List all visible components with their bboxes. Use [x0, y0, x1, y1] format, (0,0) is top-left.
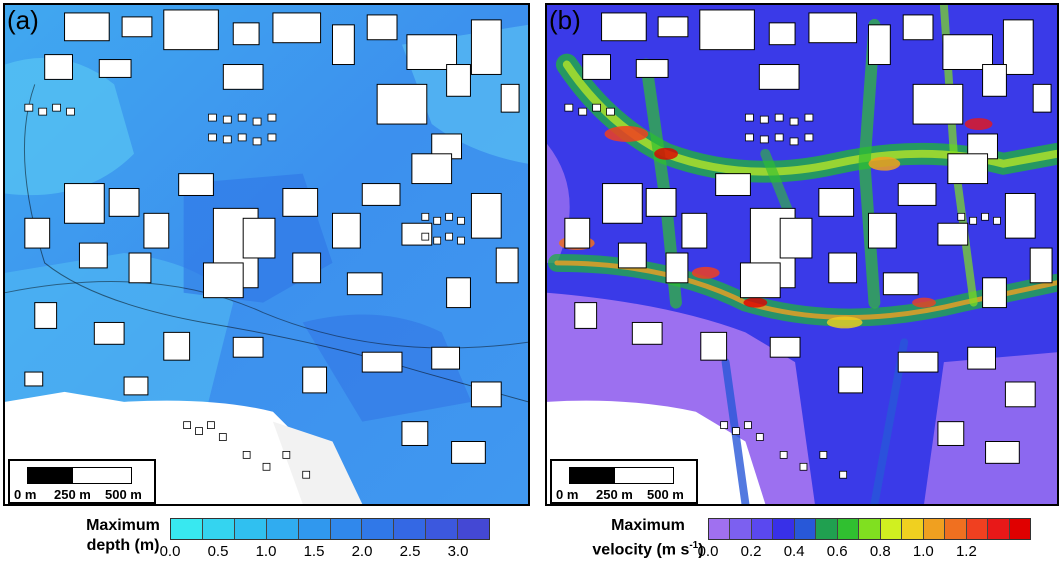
legend-title-line2: velocity (m s-1) [592, 540, 704, 559]
velocity-scale-ticks: 0.0 0.2 0.4 0.6 0.8 1.0 1.2 [698, 543, 1031, 563]
legend-title-line2: depth (m) [86, 537, 160, 554]
legend-tick-label: 1.5 [303, 543, 325, 560]
legend-color-cell [394, 519, 427, 539]
legend-tick-label: 2.5 [399, 543, 421, 560]
panel-label: (b) [549, 5, 581, 35]
legend-color-cell [202, 519, 235, 539]
legend-color-cell [730, 519, 752, 539]
legend-color-cell [902, 519, 924, 539]
velocity-legend: Maximum velocity (m s-1) 0.0 0.2 0.4 0.6 0.8… [540, 510, 1059, 566]
low-velocity-zone [547, 143, 570, 263]
legend-tick-label: 0.2 [740, 543, 762, 560]
legend-color-cell [171, 519, 203, 539]
legend-color-cell [966, 519, 989, 539]
scale-tick: 250 m [54, 487, 91, 502]
scale-bar-white-segment [614, 467, 674, 484]
legend-color-cell [298, 519, 331, 539]
legend-color-cell [794, 519, 817, 539]
legend-tick-label: 0.0 [697, 543, 719, 560]
scale-tick: 250 m [596, 487, 633, 502]
legend-title: Maximum depth (m) [78, 516, 168, 556]
legend-color-cell [945, 519, 967, 539]
legend-color-cell [859, 519, 881, 539]
depth-map [5, 5, 528, 504]
scale-bar-black-segment [27, 467, 72, 484]
scale-bar-white-segment [72, 467, 132, 484]
legend-title-line1: Maximum [86, 517, 160, 534]
legend-tick-label: 0.6 [826, 543, 848, 560]
legend-color-cell [266, 519, 299, 539]
dry-area [272, 421, 363, 504]
legend-tick-label: 1.0 [255, 543, 277, 560]
legend-color-cell [773, 519, 795, 539]
velocity-map-panel: (b) 0 m 250 m 500 m [545, 3, 1059, 506]
small-buildings [564, 103, 1001, 479]
depth-scale-ticks: 0.0 0.5 1.0 1.5 2.0 2.5 3.0 [160, 543, 490, 563]
scale-bar-black-segment [569, 467, 614, 484]
legend-color-cell [709, 519, 731, 539]
depth-legend: Maximum depth (m) 0.0 0.5 1.0 1.5 2.0 2.5 3.0 [0, 510, 530, 566]
legend-tick-label: 1.0 [912, 543, 934, 560]
scale-bar: 0 m 250 m 500 m [8, 459, 156, 504]
road-line [23, 84, 528, 403]
shallow-zone [5, 57, 135, 196]
scale-tick: 500 m [647, 487, 684, 502]
small-buildings [24, 103, 465, 479]
scale-bar: 0 m 250 m 500 m [550, 459, 698, 504]
legend-color-cell [923, 519, 946, 539]
panel-label: (a) [7, 5, 39, 35]
legend-tick-label: 3.0 [447, 543, 469, 560]
scale-tick: 500 m [105, 487, 142, 502]
legend-color-cell [1009, 519, 1031, 539]
legend-color-cell [330, 519, 363, 539]
legend-color-cell [362, 519, 395, 539]
legend-color-cell [234, 519, 267, 539]
legend-tick-label: 0.5 [207, 543, 229, 560]
legend-color-cell [426, 519, 459, 539]
legend-color-cell [751, 519, 774, 539]
scale-tick: 0 m [14, 487, 37, 502]
depth-map-panel: (a) 0 m 250 m 500 m [3, 3, 530, 506]
legend-color-cell [816, 519, 838, 539]
depth-color-scale [170, 518, 490, 540]
legend-color-cell [988, 519, 1010, 539]
buildings [564, 9, 1053, 464]
velocity-map [547, 5, 1057, 504]
buildings [24, 9, 520, 464]
legend-tick-label: 0.0 [159, 543, 181, 560]
legend-tick-label: 1.2 [955, 543, 977, 560]
legend-title-line1: Maximum [611, 517, 685, 534]
legend-tick-label: 2.0 [351, 543, 373, 560]
legend-color-cell [458, 519, 490, 539]
velocity-color-scale [708, 518, 1031, 540]
legend-tick-label: 0.4 [783, 543, 805, 560]
legend-color-cell [880, 519, 903, 539]
legend-tick-label: 0.8 [869, 543, 891, 560]
legend-title: Maximum velocity (m s-1) [580, 516, 716, 560]
scale-tick: 0 m [556, 487, 579, 502]
legend-color-cell [837, 519, 860, 539]
